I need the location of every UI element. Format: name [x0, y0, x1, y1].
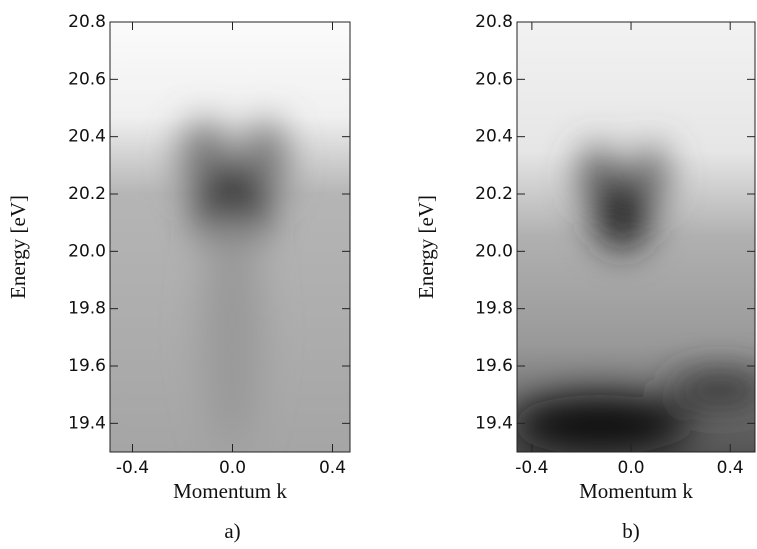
heatmap-image: [110, 22, 350, 452]
y-tick-label: 20.0: [68, 241, 106, 261]
y-tick-label: 19.6: [68, 356, 106, 376]
y-tick-label: 20.8: [475, 12, 513, 32]
plot-frame: [109, 21, 351, 453]
x-tick-label: 0.4: [319, 458, 346, 478]
y-tick-label: 20.6: [475, 69, 513, 89]
y-tick-label: 20.4: [68, 127, 106, 147]
y-axis-label: Energy [eV]: [6, 195, 30, 299]
y-tick-label: 19.4: [68, 413, 106, 433]
y-tick-label: 20.2: [475, 184, 513, 204]
y-tick-label: 20.6: [68, 69, 106, 89]
y-tick-label: 20.4: [475, 127, 513, 147]
y-tick-label: 20.8: [68, 12, 106, 32]
x-axis-label: Momentum k: [173, 479, 287, 503]
panel-label: b): [622, 519, 640, 543]
y-tick-label: 19.8: [68, 299, 106, 319]
y-tick-label: 19.8: [475, 299, 513, 319]
x-axis-label: Momentum k: [579, 479, 693, 503]
x-tick-label: 0.0: [618, 458, 645, 478]
panel-label: a): [224, 519, 240, 543]
x-tick-label: -0.4: [116, 458, 149, 478]
x-tick-label: 0.4: [717, 458, 744, 478]
x-tick-label: -0.4: [515, 458, 548, 478]
y-tick-label: 19.4: [475, 413, 513, 433]
x-tick-label: 0.0: [219, 458, 246, 478]
heatmap-image: [517, 22, 755, 452]
y-tick-label: 20.0: [475, 241, 513, 261]
y-tick-label: 19.6: [475, 356, 513, 376]
y-tick-label: 20.2: [68, 184, 106, 204]
y-axis-label: Energy [eV]: [414, 195, 438, 299]
plot-frame: [516, 21, 756, 453]
